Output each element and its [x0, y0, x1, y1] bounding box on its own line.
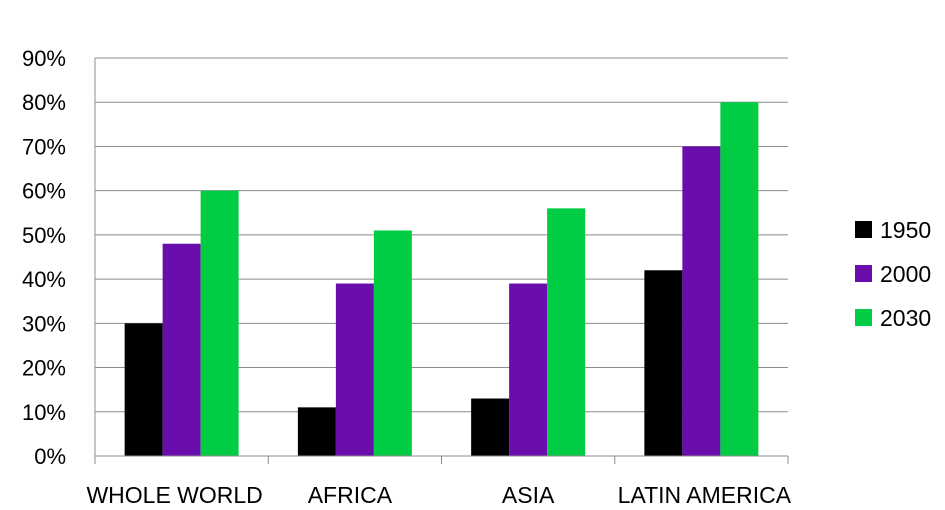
bar-2000-whole-world — [162, 243, 201, 456]
bar-1950-asia — [471, 398, 510, 456]
x-axis-category-labels: WHOLE WORLD AFRICA ASIA LATIN AMERICA — [86, 482, 791, 508]
y-tick-label: 90% — [22, 46, 66, 71]
y-tick-label: 80% — [22, 90, 66, 115]
x-category-label: LATIN AMERICA — [618, 482, 792, 508]
legend-label: 2030 — [880, 305, 931, 331]
bar-2030-whole-world — [200, 190, 239, 456]
y-tick-label: 70% — [22, 134, 66, 159]
legend-label: 1950 — [880, 217, 931, 243]
bar-2000-latin-america — [682, 146, 721, 456]
y-axis-tick-labels: 0% 10% 20% 30% 40% 50% 60% 70% 80% 90% — [22, 46, 66, 469]
x-axis — [94, 58, 789, 464]
legend-swatch-2000 — [855, 265, 872, 282]
y-tick-label: 10% — [22, 400, 66, 425]
legend: 1950 2000 2030 — [855, 217, 931, 331]
y-tick-label: 50% — [22, 223, 66, 248]
y-tick-label: 40% — [22, 267, 66, 292]
bars — [124, 102, 759, 456]
bar-2030-latin-america — [720, 102, 759, 456]
legend-swatch-2030 — [855, 309, 872, 326]
bar-1950-latin-america — [644, 270, 683, 456]
y-tick-label: 60% — [22, 179, 66, 204]
bar-2030-asia — [547, 208, 586, 456]
y-tick-label: 20% — [22, 356, 66, 381]
legend-label: 2000 — [880, 261, 931, 287]
y-tick-label: 0% — [34, 444, 66, 469]
legend-swatch-1950 — [855, 221, 872, 238]
bar-2030-africa — [373, 230, 412, 456]
x-category-label: AFRICA — [308, 482, 393, 508]
x-category-label: ASIA — [502, 482, 555, 508]
bar-1950-whole-world — [124, 323, 163, 456]
bar-1950-africa — [297, 407, 336, 456]
x-category-label: WHOLE WORLD — [86, 482, 262, 508]
bar-2000-asia — [509, 283, 548, 456]
y-tick-label: 30% — [22, 311, 66, 336]
bar-2000-africa — [335, 283, 374, 456]
